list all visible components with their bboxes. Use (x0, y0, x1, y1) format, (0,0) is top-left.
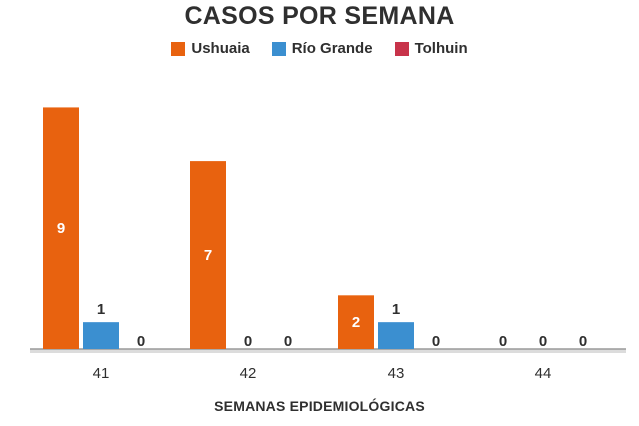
data-label-tolhuin-week-43: 0 (432, 333, 440, 350)
x-tick-label-42: 42 (240, 365, 257, 382)
data-label-tolhuin-week-42: 0 (284, 333, 292, 350)
x-tick-label-43: 43 (388, 365, 405, 382)
x-axis-label: SEMANAS EPIDEMIOLÓGICAS (214, 398, 425, 414)
data-label-tolhuin-week-44: 0 (579, 333, 587, 350)
x-tick-label-44: 44 (535, 365, 552, 382)
legend-swatch-ushuaia (171, 41, 186, 56)
data-label-tolhuin-week-41: 0 (137, 333, 145, 350)
chart-title: CASOS POR SEMANA (184, 2, 455, 30)
legend-label-rio-grande: Río Grande (291, 40, 373, 57)
data-label-rio-grande-week-41: 1 (97, 301, 105, 318)
bar-ushuaia-week-42 (190, 161, 226, 349)
data-label-rio-grande-week-44: 0 (539, 333, 547, 350)
data-label-rio-grande-week-42: 0 (244, 333, 252, 350)
legend-item-ushuaia: Ushuaia (171, 40, 250, 57)
x-axis-baseline (30, 349, 626, 353)
legend-swatch-tolhuin (394, 41, 409, 56)
legend-item-rio-grande: Río Grande (271, 40, 373, 57)
bar-ushuaia-week-43 (338, 295, 374, 349)
bar-ushuaia-week-41 (43, 107, 79, 349)
bar-rio-grande-week-43 (378, 322, 414, 349)
data-label-rio-grande-week-43: 1 (392, 301, 400, 318)
legend-label-tolhuin: Tolhuin (414, 40, 468, 57)
legend-item-tolhuin: Tolhuin (394, 40, 468, 57)
data-label-ushuaia-week-42: 7 (204, 247, 212, 264)
x-tick-label-41: 41 (93, 365, 110, 382)
bar-rio-grande-week-41 (83, 322, 119, 349)
data-label-ushuaia-week-43: 2 (352, 314, 360, 331)
data-label-ushuaia-week-41: 9 (57, 220, 65, 237)
legend-label-ushuaia: Ushuaia (191, 40, 250, 57)
chart-legend: Ushuaia Río Grande Tolhuin (0, 40, 639, 57)
legend-swatch-rio-grande (271, 41, 286, 56)
data-label-ushuaia-week-44: 0 (499, 333, 507, 350)
